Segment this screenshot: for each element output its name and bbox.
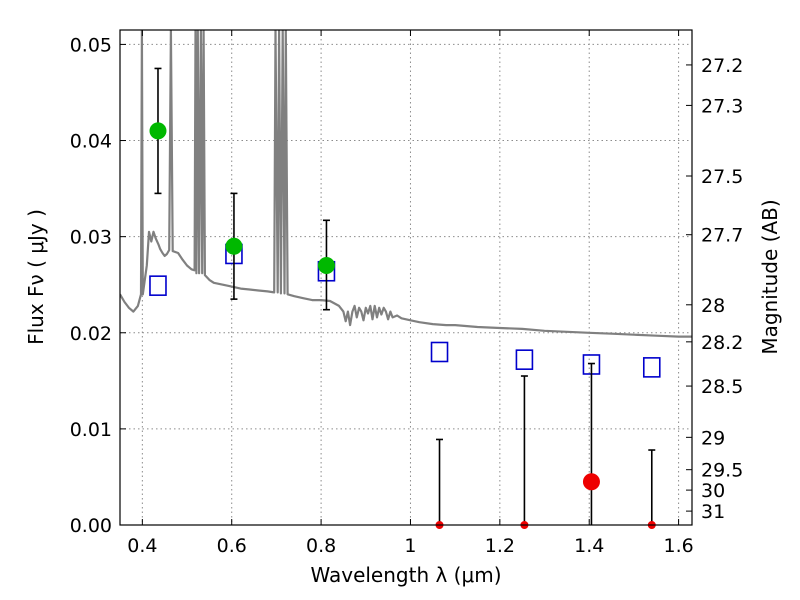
y2-tick-label: 30 — [701, 480, 725, 502]
model-photometry-square — [149, 275, 167, 296]
x-axis-label: Wavelength λ (μm) — [310, 563, 501, 587]
tick-labels: 0.4 0.6 0.8 1 1.2 1.4 1.6 0.00 0.01 0.02 0.03 0.04 0… — [70, 34, 744, 557]
x-tick-label: 0.6 — [217, 535, 247, 557]
detection-point — [149, 122, 167, 140]
y2-tick-label: 28 — [701, 295, 725, 317]
detection-point — [317, 256, 335, 274]
upper-limit-point — [582, 473, 600, 491]
x-tick-label: 1.4 — [574, 535, 604, 557]
model-photometry-square — [515, 349, 534, 370]
y2-tick-label: 29.5 — [701, 460, 743, 482]
y2-tick-label: 27.2 — [701, 55, 743, 77]
model-photometry-square — [642, 357, 661, 378]
tick-marks — [120, 30, 692, 526]
y2-tick-label: 27.7 — [701, 225, 743, 247]
x-tick-label: 0.8 — [306, 535, 336, 557]
sed-model-line — [120, 30, 692, 338]
y2-tick-label: 28.2 — [701, 332, 743, 354]
y-tick-label: 0.02 — [70, 323, 112, 345]
y2-axis-label: Magnitude (AB) — [758, 199, 782, 354]
y2-tick-label: 29 — [701, 427, 725, 449]
model-photometry-square — [430, 341, 449, 363]
x-tick-label: 1 — [404, 535, 416, 557]
y-tick-label: 0.05 — [70, 34, 112, 56]
y-axis-label: Flux Fν ( μJy ) — [24, 209, 48, 345]
plot-frame — [119, 29, 693, 526]
y-tick-label: 0.00 — [70, 515, 112, 537]
x-tick-label: 0.4 — [127, 535, 157, 557]
y-tick-label: 0.01 — [70, 419, 112, 441]
error-bar-layer — [149, 67, 656, 529]
y-tick-label: 0.04 — [70, 131, 112, 153]
y-tick-label: 0.03 — [70, 227, 112, 249]
x-tick-label: 1.6 — [663, 535, 693, 557]
detection-point — [225, 237, 243, 255]
y2-tick-label: 27.5 — [701, 166, 743, 188]
y2-tick-label: 31 — [701, 501, 725, 523]
x-tick-label: 1.2 — [485, 535, 515, 557]
y2-tick-label: 27.3 — [701, 95, 743, 117]
y2-tick-label: 28.5 — [701, 376, 743, 398]
